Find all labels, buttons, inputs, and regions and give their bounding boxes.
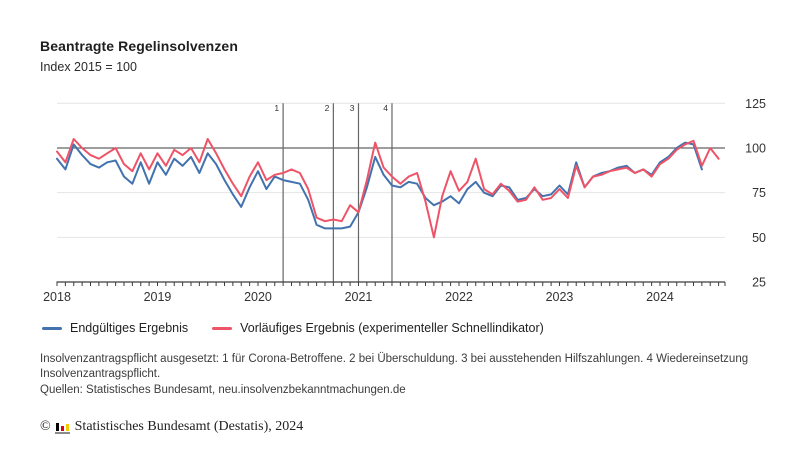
insolvency-line-chart: 25 50 75 100 125 1 2 3 4 2018 2019 2020 2021 2022 2023… (43, 97, 766, 304)
x-tick-label: 2020 (244, 290, 272, 304)
series-line-1 (56, 138, 720, 239)
page-title: Beantragte Regelinsolvenzen (40, 38, 238, 54)
legend: Endgültiges Ergebnis Vorläufiges Ergebni… (42, 321, 544, 335)
event-marker-label: 2 (325, 103, 330, 113)
legend-label: Vorläufiges Ergebnis (experimenteller Sc… (240, 321, 544, 335)
event-marker-label: 1 (274, 103, 279, 113)
event-marker-label: 3 (350, 103, 355, 113)
x-tick-label: 2024 (646, 290, 674, 304)
y-tick-label: 50 (752, 231, 766, 245)
legend-item-endgueltiges-ergebnis[interactable]: Endgültiges Ergebnis (42, 321, 188, 335)
y-tick-label: 25 (752, 276, 766, 290)
legend-label: Endgültiges Ergebnis (70, 321, 189, 335)
y-tick-label: 100 (745, 141, 766, 155)
y-tick-label: 75 (752, 186, 766, 200)
red-line-swatch-icon (212, 326, 233, 330)
footnote-sources: Quellen: Statistisches Bundesamt, neu.in… (40, 384, 406, 396)
y-axis-labels: 25 50 75 100 125 (745, 97, 766, 290)
event-markers: 1 2 3 4 (274, 103, 393, 282)
x-tick-label: 2022 (445, 290, 473, 304)
x-tick-label: 2019 (144, 290, 172, 304)
x-tick-label: 2021 (345, 290, 373, 304)
footnotes: Insolvenzantragspflicht ausgesetzt: 1 fü… (40, 352, 778, 398)
y-tick-label: 125 (745, 97, 766, 111)
attribution-text: Statistisches Bundesamt (Destatis), 2024 (74, 419, 304, 434)
blue-line-swatch-icon (42, 326, 62, 330)
gridlines (57, 102, 725, 238)
attribution: © Statistisches Bundesamt (Destatis), 20… (40, 419, 303, 435)
x-tick-label: 2023 (546, 290, 574, 304)
chart-subtitle: Index 2015 = 100 (40, 60, 137, 74)
footnote-event-markers: Insolvenzantragspflicht ausgesetzt: 1 fü… (40, 353, 749, 380)
copyright-symbol: © (40, 419, 51, 434)
x-axis: 2018 2019 2020 2021 2022 2023 2024 (43, 281, 726, 304)
event-marker-label: 4 (383, 103, 388, 113)
month-ticks (56, 282, 726, 286)
legend-item-vorlaeufiges-ergebnis[interactable]: Vorläufiges Ergebnis (experimenteller Sc… (212, 321, 544, 335)
x-tick-label: 2018 (43, 290, 71, 304)
destatis-bar-chart-logo-icon (54, 421, 70, 434)
